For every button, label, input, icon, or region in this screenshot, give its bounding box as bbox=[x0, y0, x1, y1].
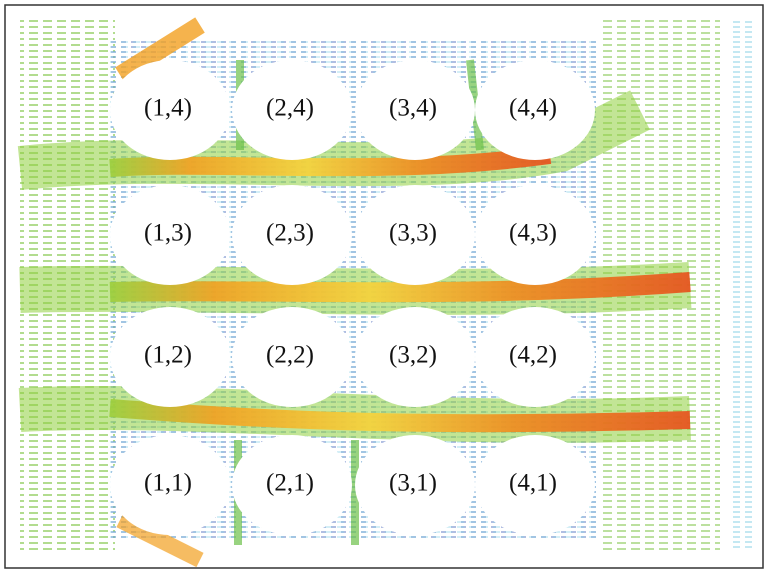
cylinder-label: (1,3) bbox=[144, 220, 192, 247]
cylinder-label: (1,1) bbox=[144, 470, 192, 497]
page: {"grid": {"rows": [ ["(1,4)", "(2,4)", "… bbox=[0, 0, 768, 574]
cylinder-label: (2,2) bbox=[266, 342, 314, 369]
cylinder-label: (4,4) bbox=[509, 95, 557, 122]
cylinder-label: (1,2) bbox=[144, 342, 192, 369]
cylinder-label: (3,4) bbox=[389, 95, 437, 122]
cylinder-label: (2,1) bbox=[266, 470, 314, 497]
flow-field-figure: (1,4) (2,4) (3,4) (4,4) (1,3) (2,3) (3,3) (4,3)… bbox=[0, 0, 768, 574]
cylinder-label: (4,1) bbox=[509, 470, 557, 497]
cylinder-label: (4,3) bbox=[509, 220, 557, 247]
cylinder-label: (3,1) bbox=[389, 470, 437, 497]
cylinder-label: (2,3) bbox=[266, 220, 314, 247]
cylinder-label: (3,3) bbox=[389, 220, 437, 247]
cylinder-label: (2,4) bbox=[266, 95, 314, 122]
cylinder-label: (1,4) bbox=[144, 95, 192, 122]
cylinder-label: (4,2) bbox=[509, 342, 557, 369]
cylinder-label: (3,2) bbox=[389, 342, 437, 369]
